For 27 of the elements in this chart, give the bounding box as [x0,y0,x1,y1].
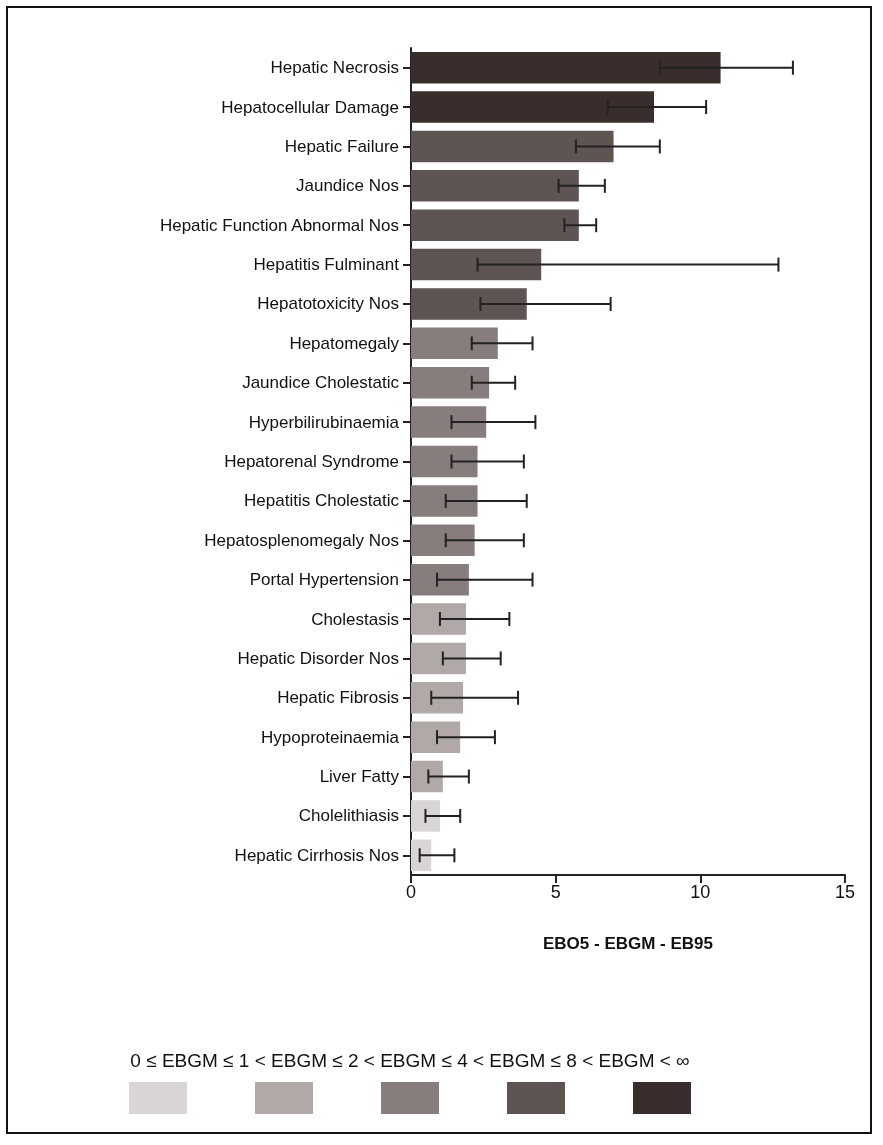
y-tick-label: Hepatic Disorder Nos [237,648,399,668]
y-tick-label: Hepatotoxicity Nos [257,294,399,314]
y-tick-label: Hypoproteinaemia [261,727,400,747]
y-tick-label: Portal Hypertension [249,570,399,590]
y-tick-label: Cholelithiasis [298,806,399,826]
y-tick-label: Jaundice Nos [295,176,399,196]
y-tick-label: Hyperbilirubinaemia [248,412,400,432]
y-tick-label: Hepatic Fibrosis [277,688,399,708]
x-tick-label: 5 [550,882,561,902]
y-tick-label: Hepatocellular Damage [221,97,399,117]
y-tick-label: Hepatomegaly [289,333,400,353]
x-axis-title: EBO5 - EBGM - EB95 [542,934,714,953]
y-tick-label: Liver Fatty [319,767,400,787]
y-tick-label: Hepatic Necrosis [270,58,399,78]
y-tick-label: Jaundice Cholestatic [242,373,400,393]
y-tick-label: Hepatic Cirrhosis Nos [234,845,399,865]
y-tick-label: Cholestasis [311,609,399,629]
x-tick-label: 10 [690,882,711,902]
y-tick-label: Hepatic Function Abnormal Nos [159,215,399,235]
x-tick-label: 15 [834,882,856,902]
y-tick-label: Hepatitis Cholestatic [244,491,400,511]
y-tick-label: Hepatic Failure [284,136,399,156]
y-tick-label: Hepatorenal Syndrome [224,452,399,471]
legend-title: 0 ≤ EBGM ≤ 1 < EBGM ≤ 2 < EBGM ≤ 4 < EBGM ≤ 8 < EBGM < ∞ [129,1050,691,1072]
y-tick-label: Hepatitis Fulminant [253,255,400,275]
x-tick-label: 0 [405,882,417,902]
y-tick-label: Hepatosplenomegaly Nos [204,530,399,550]
